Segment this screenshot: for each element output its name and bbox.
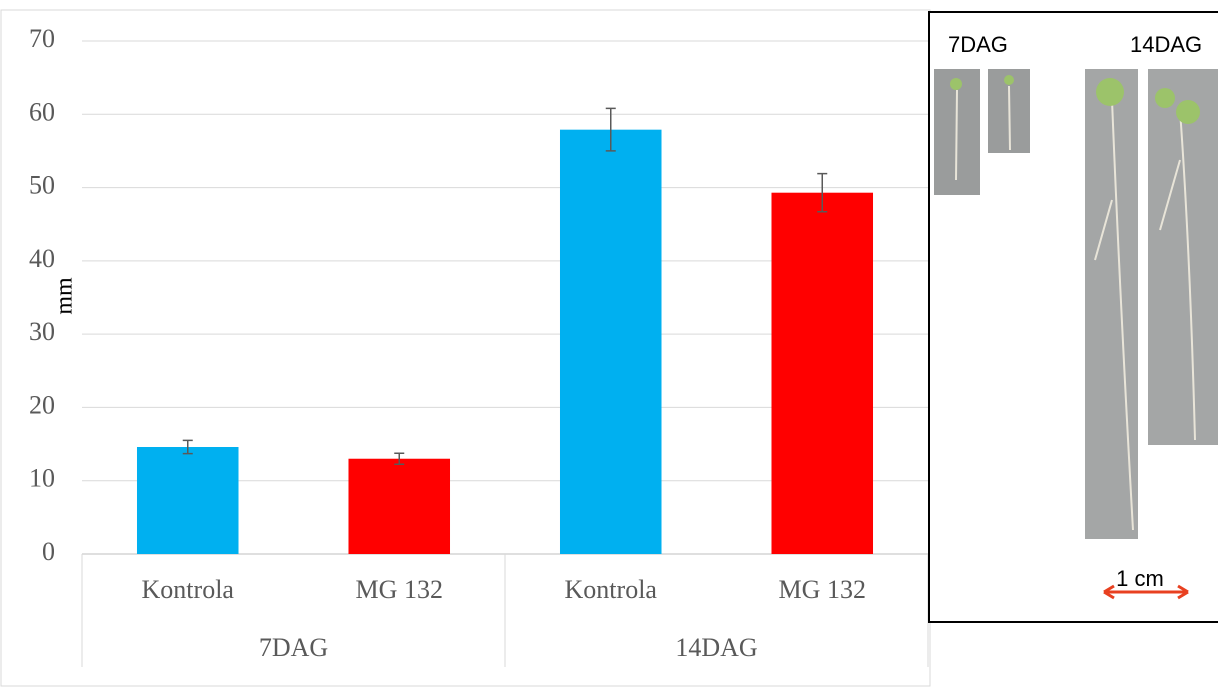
y-tick-label: 40 xyxy=(29,244,55,273)
photo-inset: 7DAG 14DAG 1 cm xyxy=(929,12,1218,622)
x-tick-label: MG 132 xyxy=(356,575,443,604)
inset-label: 14DAG xyxy=(1130,32,1202,57)
figure: mm 0 10 20 30 40 50 60 70 7DAG 14DAG Kontrola MG 13… xyxy=(0,0,1218,687)
y-tick-label: 20 xyxy=(29,390,55,419)
inset-label: 7DAG xyxy=(948,32,1008,57)
leaf xyxy=(950,78,962,90)
y-tick-label: 0 xyxy=(42,537,55,566)
bar xyxy=(137,447,239,554)
bar xyxy=(348,459,450,554)
leaf xyxy=(1155,88,1175,108)
x-tick-label: Kontrola xyxy=(565,575,658,604)
page: mm 0 10 20 30 40 50 60 70 7DAG 14DAG Kontrola MG 13… xyxy=(0,0,1218,687)
group-label: 14DAG xyxy=(675,633,757,662)
y-tick-label: 60 xyxy=(29,97,55,126)
scale-bar-label: 1 cm xyxy=(1116,566,1164,591)
photo xyxy=(1148,69,1218,445)
leaf xyxy=(1004,75,1014,85)
y-tick-label: 10 xyxy=(29,464,55,493)
leaf xyxy=(1176,100,1200,124)
x-tick-label: Kontrola xyxy=(142,575,235,604)
bar xyxy=(560,130,662,554)
group-label: 7DAG xyxy=(259,633,328,662)
y-tick-label: 50 xyxy=(29,171,55,200)
y-tick-label: 70 xyxy=(29,24,55,53)
y-tick-label: 30 xyxy=(29,317,55,346)
y-axis-label: mm xyxy=(52,277,78,315)
bar xyxy=(771,193,873,554)
leaf xyxy=(1096,78,1124,106)
x-tick-label: MG 132 xyxy=(779,575,866,604)
